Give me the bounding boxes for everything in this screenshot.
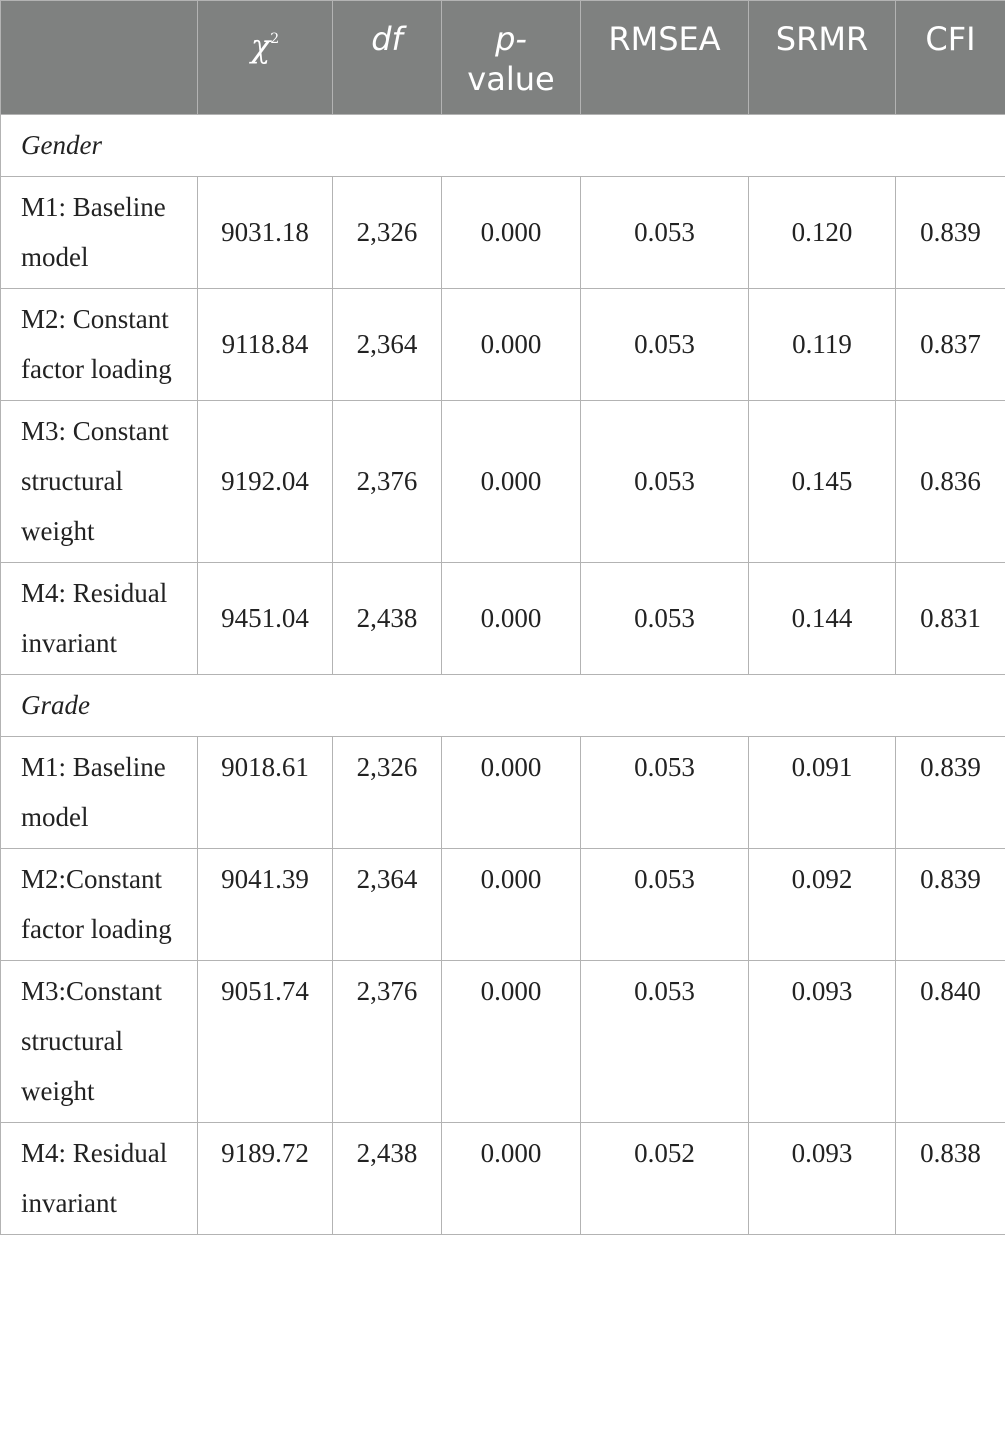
df-cell: 2,376: [332, 400, 442, 563]
p-value-cell: 0.000: [441, 848, 581, 961]
header-rmsea: RMSEA: [580, 0, 749, 115]
srmr-cell: 0.093: [748, 960, 896, 1123]
table-row: M2:Constant factor loading 9041.39 2,364…: [0, 848, 1005, 961]
cfi-cell: 0.837: [895, 288, 1005, 401]
cfi-cell: 0.839: [895, 176, 1005, 289]
header-model: [0, 0, 198, 115]
table-row: M4: Residual invariant 9451.04 2,438 0.0…: [0, 562, 1005, 675]
table-row: M4: Residual invariant 9189.72 2,438 0.0…: [0, 1122, 1005, 1235]
header-p-value: p-value: [441, 0, 581, 115]
model-label: M3:Constant structural weight: [0, 960, 198, 1123]
df-cell: 2,438: [332, 562, 442, 675]
table-row: M3: Constant structural weight 9192.04 2…: [0, 400, 1005, 563]
rmsea-cell: 0.053: [580, 176, 749, 289]
rmsea-cell: 0.052: [580, 1122, 749, 1235]
chi2-cell: 9118.84: [197, 288, 333, 401]
rmsea-cell: 0.053: [580, 848, 749, 961]
srmr-cell: 0.145: [748, 400, 896, 563]
model-label: M3: Constant structural weight: [0, 400, 198, 563]
header-cfi: CFI: [895, 0, 1005, 115]
group-row-gender: Gender: [0, 114, 1005, 177]
cfi-cell: 0.838: [895, 1122, 1005, 1235]
srmr-cell: 0.093: [748, 1122, 896, 1235]
chi2-cell: 9192.04: [197, 400, 333, 563]
chi2-cell: 9051.74: [197, 960, 333, 1123]
cfi-cell: 0.839: [895, 848, 1005, 961]
cfi-cell: 0.831: [895, 562, 1005, 675]
p-value-cell: 0.000: [441, 400, 581, 563]
cfi-cell: 0.836: [895, 400, 1005, 563]
df-cell: 2,326: [332, 176, 442, 289]
table-row: M2: Constant factor loading 9118.84 2,36…: [0, 288, 1005, 401]
p-value-cell: 0.000: [441, 1122, 581, 1235]
group-label: Grade: [0, 674, 1005, 737]
model-label: M2:Constant factor loading: [0, 848, 198, 961]
df-cell: 2,364: [332, 288, 442, 401]
p-value-cell: 0.000: [441, 736, 581, 849]
df-cell: 2,326: [332, 736, 442, 849]
header-srmr: SRMR: [748, 0, 896, 115]
p-value-cell: 0.000: [441, 288, 581, 401]
p-value-cell: 0.000: [441, 960, 581, 1123]
table-row: M3:Constant structural weight 9051.74 2,…: [0, 960, 1005, 1123]
rmsea-cell: 0.053: [580, 960, 749, 1123]
header-df: df: [332, 0, 442, 115]
table-row: M1: Baseline model 9031.18 2,326 0.000 0…: [0, 176, 1005, 289]
table-row: M1: Baseline model 9018.61 2,326 0.000 0…: [0, 736, 1005, 849]
rmsea-cell: 0.053: [580, 288, 749, 401]
srmr-cell: 0.091: [748, 736, 896, 849]
df-cell: 2,376: [332, 960, 442, 1123]
model-label: M4: Residual invariant: [0, 562, 198, 675]
rmsea-cell: 0.053: [580, 562, 749, 675]
header-chi2: χ2: [197, 0, 333, 115]
p-value-cell: 0.000: [441, 176, 581, 289]
group-row-grade: Grade: [0, 674, 1005, 737]
p-value-cell: 0.000: [441, 562, 581, 675]
model-label: M1: Baseline model: [0, 736, 198, 849]
cfi-cell: 0.839: [895, 736, 1005, 849]
chi2-cell: 9018.61: [197, 736, 333, 849]
rmsea-cell: 0.053: [580, 736, 749, 849]
chi2-cell: 9041.39: [197, 848, 333, 961]
srmr-cell: 0.144: [748, 562, 896, 675]
chi2-cell: 9189.72: [197, 1122, 333, 1235]
df-cell: 2,438: [332, 1122, 442, 1235]
model-label: M4: Residual invariant: [0, 1122, 198, 1235]
model-label: M1: Baseline model: [0, 176, 198, 289]
group-label: Gender: [0, 114, 1005, 177]
header-row: χ2 df p-value RMSEA SRMR CFI: [0, 0, 1005, 115]
invariance-table: χ2 df p-value RMSEA SRMR CFI Gender M1: …: [0, 0, 1005, 1235]
chi2-cell: 9031.18: [197, 176, 333, 289]
srmr-cell: 0.119: [748, 288, 896, 401]
model-label: M2: Constant factor loading: [0, 288, 198, 401]
cfi-cell: 0.840: [895, 960, 1005, 1123]
srmr-cell: 0.120: [748, 176, 896, 289]
df-cell: 2,364: [332, 848, 442, 961]
srmr-cell: 0.092: [748, 848, 896, 961]
rmsea-cell: 0.053: [580, 400, 749, 563]
chi2-cell: 9451.04: [197, 562, 333, 675]
